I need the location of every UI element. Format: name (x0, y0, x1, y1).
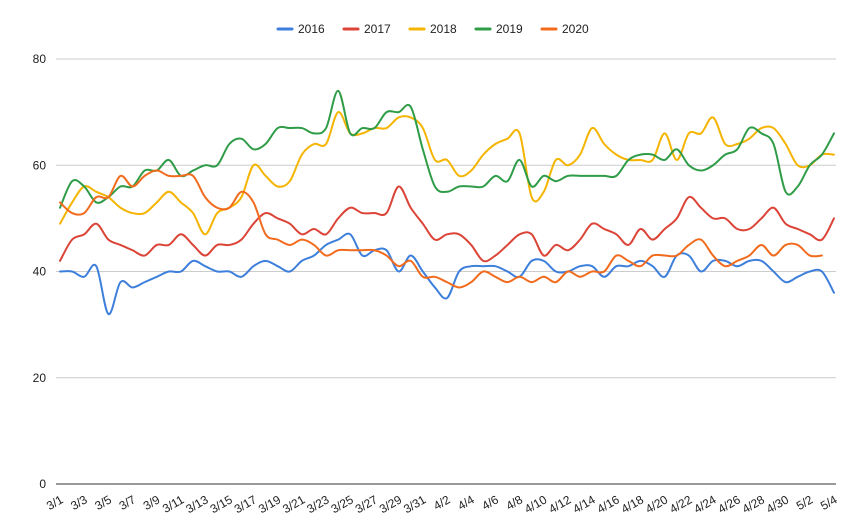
legend-label: 2019 (496, 22, 523, 36)
x-tick-label: 3/1 (44, 492, 66, 513)
legend-item-2016[interactable]: 2016 (276, 22, 325, 36)
legend-item-2019[interactable]: 2019 (474, 22, 523, 36)
legend-label: 2016 (298, 22, 325, 36)
legend-item-2018[interactable]: 2018 (408, 22, 457, 36)
y-tick-label: 40 (33, 265, 47, 279)
series-line-2020[interactable] (59, 169, 823, 289)
x-tick-label: 4/30 (764, 492, 792, 516)
gridlines (56, 58, 836, 485)
y-tick-label: 60 (33, 158, 47, 172)
x-tick-label: 3/9 (141, 492, 163, 513)
x-tick-label: 3/5 (92, 492, 114, 513)
y-tick-label: 20 (33, 371, 47, 385)
legend[interactable]: 2016 2017 2018 2019 2020 (276, 22, 589, 36)
y-tick-label: 80 (33, 52, 47, 66)
x-tick-label: 5/2 (794, 492, 816, 513)
legend-label: 2017 (364, 22, 391, 36)
legend-label: 2018 (430, 22, 457, 36)
legend-item-2020[interactable]: 2020 (540, 22, 589, 36)
series-lines (59, 89, 835, 316)
x-tick-label: 3/3 (68, 492, 90, 513)
series-line-2018[interactable] (59, 111, 835, 236)
x-axis-ticks: 3/1 3/3 3/5 3/7 3/93/113/133/153/173/193/213… (44, 492, 840, 516)
x-tick-label: 5/4 (818, 492, 840, 513)
x-tick-label: 4/6 (479, 492, 501, 513)
legend-label: 2020 (562, 22, 589, 36)
series-line-2017[interactable] (59, 185, 835, 263)
x-tick-label: 3/31 (401, 492, 429, 516)
y-tick-label: 0 (39, 477, 46, 491)
series-line-2019[interactable] (59, 89, 835, 209)
x-tick-label: 4/2 (431, 492, 453, 513)
y-axis-ticks: 0 20 40 60 80 (33, 52, 47, 491)
x-tick-label: 4/8 (504, 492, 526, 513)
x-tick-label: 3/7 (117, 492, 139, 513)
series-line-2016[interactable] (59, 232, 835, 316)
x-tick-label: 4/4 (455, 492, 477, 513)
legend-item-2017[interactable]: 2017 (342, 22, 391, 36)
